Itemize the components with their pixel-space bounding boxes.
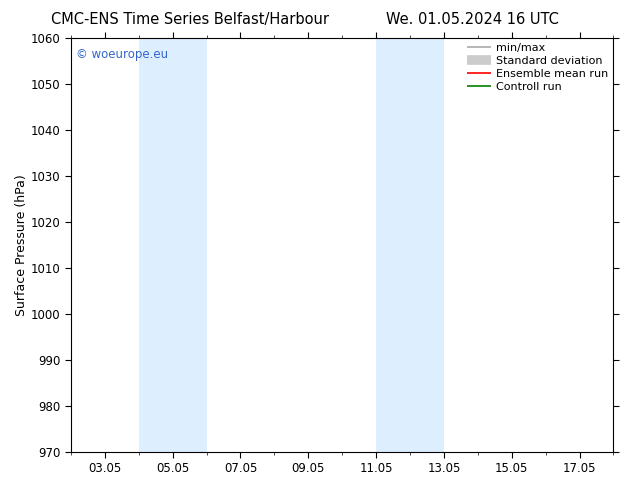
Y-axis label: Surface Pressure (hPa): Surface Pressure (hPa) [15, 174, 28, 316]
Text: © woeurope.eu: © woeurope.eu [76, 48, 169, 61]
Bar [139, 38, 172, 452]
Text: CMC-ENS Time Series Belfast/Harbour: CMC-ENS Time Series Belfast/Harbour [51, 12, 329, 27]
Legend: min/max, Standard deviation, Ensemble mean run, Controll run: min/max, Standard deviation, Ensemble me… [465, 41, 610, 94]
Bar [376, 38, 410, 452]
Bar [410, 38, 444, 452]
Bar [172, 38, 207, 452]
Text: We. 01.05.2024 16 UTC: We. 01.05.2024 16 UTC [386, 12, 559, 27]
